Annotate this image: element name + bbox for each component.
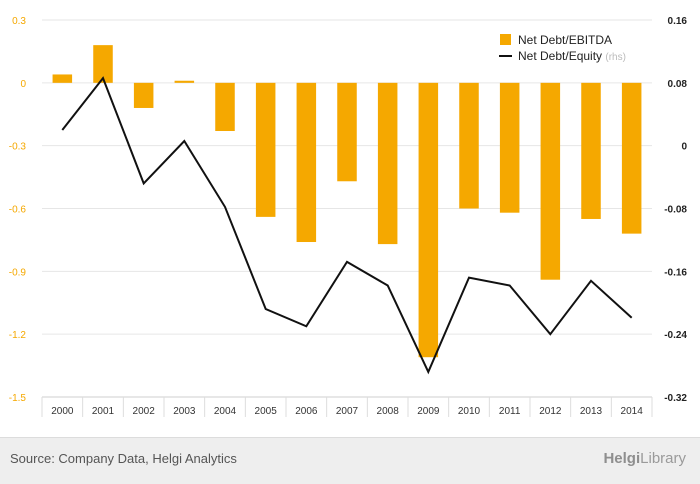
brand-suffix: Library xyxy=(640,450,686,467)
left-axis-tick-label: -1.5 xyxy=(9,393,27,404)
x-axis-tick-label: 2005 xyxy=(255,406,278,417)
bar xyxy=(377,82,398,245)
bar xyxy=(296,82,317,243)
brand-logo[interactable]: HelgiLibrary xyxy=(603,450,686,467)
bar xyxy=(499,82,520,213)
x-axis-tick-label: 2003 xyxy=(173,406,196,417)
bar xyxy=(621,82,642,234)
x-axis-tick-label: 2014 xyxy=(621,406,644,417)
brand-name: Helgi xyxy=(603,450,641,467)
left-axis-tick-label: -0.9 xyxy=(9,267,27,278)
legend-rhs-note: (rhs) xyxy=(605,52,626,63)
left-axis-tick-label: 0.3 xyxy=(12,16,26,27)
x-axis-tick-label: 2011 xyxy=(499,406,521,417)
source-note: Source: Company Data, Helgi Analytics xyxy=(10,451,237,466)
legend-label: Net Debt/EBITDA xyxy=(518,33,612,47)
bar xyxy=(255,82,276,217)
x-axis-tick-label: 2006 xyxy=(295,406,318,417)
x-axis-tick-label: 2010 xyxy=(458,406,481,417)
left-axis-tick-label: -0.3 xyxy=(9,142,27,153)
gridlines xyxy=(42,19,652,398)
right-axis-tick-label: -0.32 xyxy=(664,393,687,404)
bar xyxy=(540,82,561,280)
left-axis-tick-label: 0 xyxy=(20,79,26,90)
bar xyxy=(93,45,113,83)
left-axis-tick-label: -1.2 xyxy=(9,330,27,341)
x-axis-tick-label: 2004 xyxy=(214,406,237,417)
x-axis-tick-label: 2000 xyxy=(51,406,74,417)
bar xyxy=(174,80,195,83)
legend: Net Debt/EBITDA Net Debt/Equity (rhs) xyxy=(499,33,626,63)
right-axis-tick-label: -0.08 xyxy=(664,205,687,216)
x-axis-tick-label: 2013 xyxy=(580,406,603,417)
bar xyxy=(581,82,601,219)
bar xyxy=(337,82,357,182)
legend-label: Net Debt/Equity (rhs) xyxy=(518,49,626,63)
right-axis-tick-label: 0 xyxy=(681,142,687,153)
footer: Source: Company Data, Helgi Analytics He… xyxy=(0,437,700,484)
legend-swatch xyxy=(500,34,511,45)
right-axis-tick-label: 0.16 xyxy=(668,16,688,27)
right-axis-tick-label: -0.24 xyxy=(664,330,687,341)
x-axis-tick-label: 2002 xyxy=(133,406,156,417)
x-axis-tick-label: 2008 xyxy=(377,406,400,417)
bar xyxy=(418,82,439,358)
chart-svg: 0.3 0 -0.3 -0.6 -0.9 -1.2 -1.5 0.16 0.08 0 -0.08 -0… xyxy=(9,16,688,417)
bar xyxy=(459,82,479,209)
line-series xyxy=(61,76,633,375)
x-axis-tick-label: 2009 xyxy=(417,406,440,417)
left-axis-tick-label: -0.6 xyxy=(9,205,27,216)
axes: 0.3 0 -0.3 -0.6 -0.9 -1.2 -1.5 0.16 0.08 0 -0.08 -0… xyxy=(9,16,688,417)
bar xyxy=(133,82,154,108)
x-axis-tick-label: 2001 xyxy=(92,406,115,417)
right-axis-tick-label: -0.16 xyxy=(664,267,687,278)
right-axis-tick-label: 0.08 xyxy=(668,79,688,90)
bar xyxy=(215,82,235,132)
bar xyxy=(52,74,73,83)
x-axis-tick-label: 2007 xyxy=(336,406,359,417)
x-axis-tick-label: 2012 xyxy=(539,406,562,417)
series-line xyxy=(61,76,633,375)
bar-series xyxy=(52,45,642,358)
